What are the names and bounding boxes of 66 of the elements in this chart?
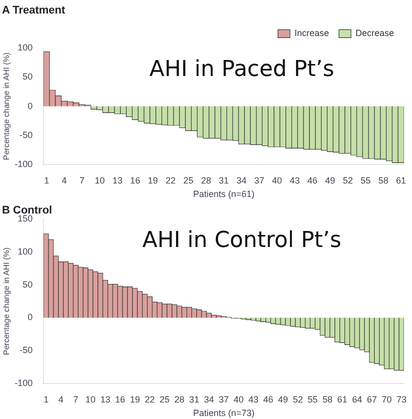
x-tick-label: 34: [204, 394, 214, 404]
x-tick-label: 61: [396, 175, 406, 186]
x-tick-label: 13: [100, 394, 110, 404]
x-tick-label: 22: [144, 394, 155, 404]
x-axis-title: Patients (n=73): [193, 408, 254, 418]
legend-label: Increase: [294, 28, 329, 38]
x-tick-label: 37: [218, 394, 229, 404]
x-tick-label: 73: [396, 394, 407, 404]
y-tick-label: -100: [14, 378, 33, 388]
y-tick-label: -50: [20, 130, 33, 140]
x-tick-label: 46: [263, 394, 274, 404]
x-tick-label: 40: [234, 394, 244, 404]
x-tick-label: 61: [337, 394, 348, 404]
x-tick-label: 64: [352, 394, 362, 404]
legend-label: Decrease: [355, 28, 394, 38]
y-tick-label: 150: [18, 214, 33, 224]
x-tick-label: 16: [115, 394, 126, 404]
y-axis-title: Percentage change in AHI (%): [2, 247, 12, 356]
x-tick-label: 28: [201, 175, 212, 186]
annotation: AHI in Paced Pt’s: [149, 56, 334, 82]
x-axis-title: Patients (n=61): [193, 189, 254, 200]
x-tick-label: 55: [360, 175, 371, 186]
y-tick-label: 100: [18, 246, 33, 257]
x-tick-label: 49: [325, 175, 336, 186]
x-tick-label: 10: [86, 394, 96, 404]
x-tick-label: 49: [278, 394, 288, 404]
x-tick-label: 46: [307, 175, 318, 186]
x-tick-label: 7: [80, 175, 85, 186]
y-tick-label: -100: [14, 158, 33, 169]
x-tick-label: 1: [44, 175, 50, 186]
x-tick-label: 58: [378, 175, 388, 186]
x-tick-label: 37: [254, 175, 264, 186]
chart-title: A Treatment: [2, 4, 66, 17]
y-tick-label: 50: [22, 72, 33, 82]
x-tick-label: 70: [382, 394, 392, 404]
y-tick-label: 0: [28, 312, 33, 322]
x-tick-label: 58: [322, 394, 332, 404]
x-tick-label: 28: [174, 394, 184, 404]
x-tick-label: 52: [292, 394, 303, 404]
x-tick-label: 40: [272, 175, 282, 186]
x-tick-label: 43: [248, 394, 258, 404]
x-tick-label: 34: [236, 175, 247, 186]
x-tick-label: 19: [148, 175, 158, 186]
x-tick-label: 1: [44, 394, 49, 404]
x-tick-label: 4: [62, 175, 67, 186]
x-tick-label: 43: [290, 175, 300, 186]
x-tick-label: 19: [130, 394, 140, 404]
x-tick-label: 25: [183, 175, 194, 186]
y-tick-label: -50: [20, 345, 33, 356]
x-tick-label: 13: [112, 175, 122, 186]
annotation: AHI in Control Pt’s: [142, 228, 342, 253]
x-tick-label: 22: [166, 175, 176, 186]
x-tick-label: 52: [342, 175, 353, 186]
x-tick-label: 7: [73, 394, 78, 404]
x-tick-label: 16: [130, 175, 140, 186]
y-tick-label: 50: [22, 279, 33, 290]
x-tick-label: 31: [189, 394, 200, 404]
y-axis-title: Percentage change in AHI (%): [2, 52, 12, 160]
x-tick-label: 25: [160, 394, 170, 404]
x-tick-label: 67: [366, 394, 377, 404]
x-tick-label: 31: [218, 175, 229, 186]
y-tick-label: 0: [28, 100, 33, 111]
y-tick-label: 100: [18, 42, 33, 53]
x-tick-label: 10: [94, 175, 105, 186]
x-tick-label: 4: [58, 394, 64, 404]
x-tick-label: 55: [308, 394, 318, 404]
